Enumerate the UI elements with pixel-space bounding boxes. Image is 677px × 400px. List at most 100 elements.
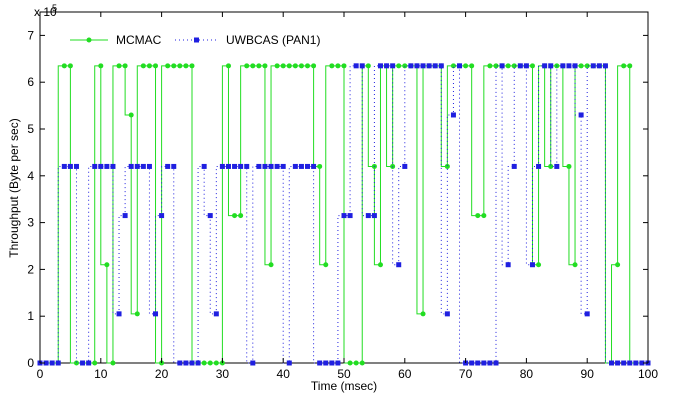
data-point	[280, 163, 286, 169]
data-point	[627, 360, 633, 366]
data-point	[578, 63, 584, 69]
data-point	[615, 360, 621, 366]
data-point	[548, 163, 554, 169]
x-tick-label: 20	[155, 367, 169, 381]
data-point	[140, 63, 146, 69]
data-point	[408, 63, 414, 69]
data-point	[61, 163, 67, 169]
data-point	[323, 360, 329, 366]
data-point	[627, 63, 633, 69]
data-point	[146, 63, 152, 69]
data-point	[475, 213, 481, 219]
data-point	[256, 63, 262, 69]
data-point	[73, 163, 79, 169]
data-point	[256, 163, 262, 169]
data-point	[505, 63, 511, 69]
data-point	[329, 360, 335, 366]
data-point	[280, 63, 286, 69]
data-point	[359, 63, 365, 69]
data-point	[384, 63, 390, 69]
data-point	[335, 360, 341, 366]
y-tick-label: 0	[27, 356, 34, 370]
data-point	[402, 63, 408, 69]
x-tick-label: 100	[638, 367, 658, 381]
data-point	[481, 213, 487, 219]
data-point	[621, 63, 627, 69]
x-tick-label: 70	[459, 367, 473, 381]
data-point	[609, 360, 615, 366]
legend: MCMAC UWBCAS (PAN1)	[70, 33, 320, 47]
data-point	[359, 360, 365, 366]
data-point	[347, 360, 353, 366]
data-point	[73, 360, 79, 366]
data-point	[244, 163, 250, 169]
y-tick-label: 3	[27, 216, 34, 230]
data-point	[590, 63, 596, 69]
data-point	[134, 163, 140, 169]
data-point	[110, 360, 116, 366]
data-point	[499, 63, 505, 69]
data-point	[292, 163, 298, 169]
data-point	[529, 262, 535, 268]
data-point	[335, 63, 341, 69]
data-point	[353, 63, 359, 69]
data-point	[487, 360, 493, 366]
data-point	[584, 311, 590, 317]
data-point	[80, 360, 86, 366]
data-point	[353, 360, 359, 366]
data-point	[274, 163, 280, 169]
data-point	[414, 63, 420, 69]
data-point	[128, 163, 134, 169]
data-point	[153, 63, 159, 69]
data-point	[268, 163, 274, 169]
data-point	[110, 163, 116, 169]
data-point	[481, 360, 487, 366]
data-point	[317, 360, 323, 366]
x-tick-label: 40	[277, 367, 291, 381]
data-point	[572, 63, 578, 69]
data-point	[292, 63, 298, 69]
data-point	[566, 63, 572, 69]
data-point	[536, 163, 542, 169]
data-point	[457, 63, 463, 69]
data-point	[444, 311, 450, 317]
x-tick-label: 80	[520, 367, 534, 381]
data-point	[250, 360, 256, 366]
y-tick-label: 5	[27, 122, 34, 136]
x-tick-label: 90	[581, 367, 595, 381]
data-point	[232, 213, 238, 219]
y-tick-label: 7	[27, 28, 34, 42]
data-point	[639, 360, 645, 366]
data-point	[341, 213, 347, 219]
data-point	[402, 163, 408, 169]
data-point	[219, 163, 225, 169]
data-point	[225, 163, 231, 169]
data-point	[128, 112, 134, 118]
y-exponent-label: x 10	[34, 5, 57, 19]
data-point	[49, 360, 55, 366]
data-point	[529, 63, 535, 69]
data-point	[122, 213, 128, 219]
data-point	[177, 360, 183, 366]
data-point	[98, 163, 104, 169]
x-tick-label: 0	[37, 367, 44, 381]
x-tick-label: 60	[398, 367, 412, 381]
data-point	[469, 63, 475, 69]
y-tick-label: 2	[27, 262, 34, 276]
data-point	[67, 163, 73, 169]
y-axis-label: Throughput (Byte per sec)	[7, 118, 21, 257]
data-point	[493, 63, 499, 69]
data-point	[55, 360, 61, 366]
data-point	[511, 163, 517, 169]
data-point	[171, 63, 177, 69]
x-axis-label: Time (msec)	[311, 379, 377, 393]
data-point	[195, 360, 201, 366]
data-point	[371, 213, 377, 219]
data-point	[317, 163, 323, 169]
data-point	[250, 63, 256, 69]
data-point	[396, 262, 402, 268]
data-point	[86, 360, 92, 366]
data-point	[420, 311, 426, 317]
data-point	[92, 163, 98, 169]
